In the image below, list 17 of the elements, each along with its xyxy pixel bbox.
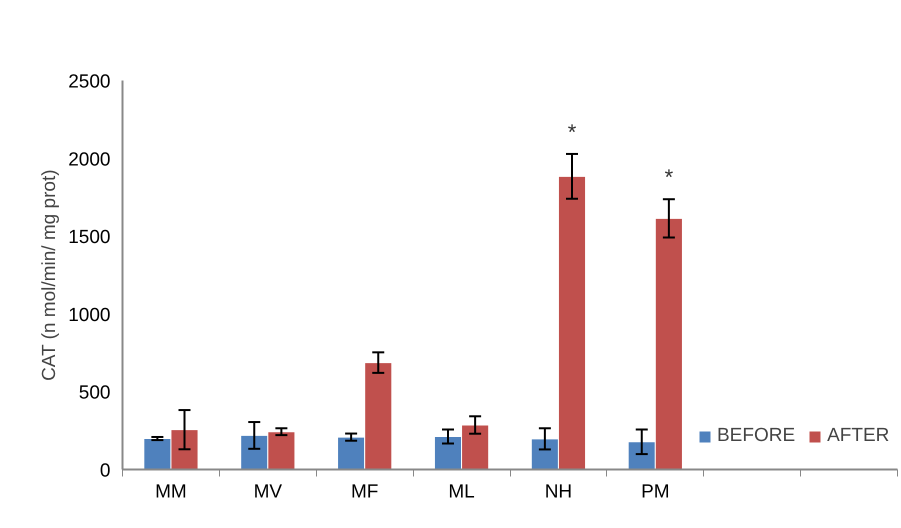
y-tick-label: 2500 bbox=[68, 72, 111, 92]
y-tick-label: 0 bbox=[100, 460, 111, 482]
x-tick-label: ML bbox=[448, 482, 475, 502]
x-tick-label: PM bbox=[641, 482, 670, 502]
annotation: * bbox=[664, 164, 674, 190]
x-tick-label: MF bbox=[350, 482, 378, 502]
y-tick-label: 2000 bbox=[68, 149, 111, 170]
y-tick-label: 1000 bbox=[68, 304, 111, 326]
x-tick-label: MV bbox=[254, 482, 282, 502]
y-axis-title: CAT (n mol/min/ mg prot) bbox=[39, 169, 60, 381]
legend-label: AFTER bbox=[827, 425, 890, 447]
y-tick-label: 500 bbox=[78, 382, 110, 404]
legend-label: BEFORE bbox=[717, 425, 796, 447]
x-tick-label: MM bbox=[155, 482, 187, 502]
annotation: * bbox=[568, 119, 577, 144]
x-tick-label: NH bbox=[544, 482, 572, 502]
y-tick-label: 1500 bbox=[68, 227, 111, 248]
